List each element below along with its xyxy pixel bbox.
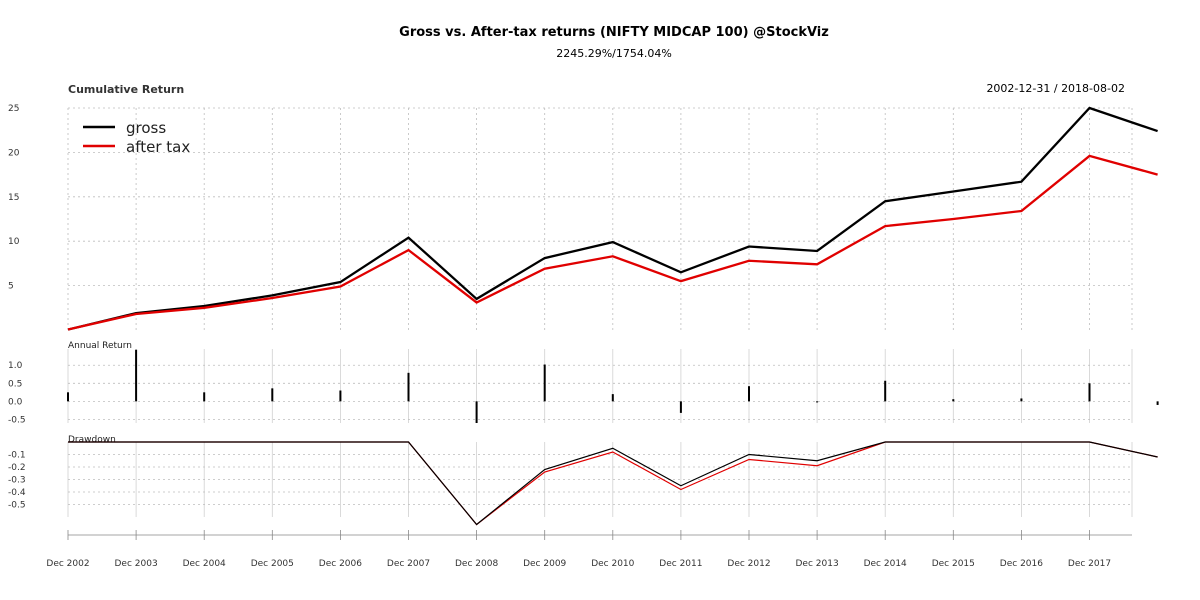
chart-title: Gross vs. After-tax returns (NIFTY MIDCA… bbox=[399, 25, 829, 40]
x-tick-label: Dec 2009 bbox=[523, 559, 566, 569]
y-tick-label: 25 bbox=[8, 104, 19, 114]
annual-return-bar bbox=[1088, 383, 1091, 402]
annual-return-bar bbox=[67, 392, 69, 402]
legend: gross after tax bbox=[83, 119, 190, 156]
annual-return-bar bbox=[884, 380, 887, 402]
axis-layer: Dec 2002 Dec 2003 Dec 2004 Dec 2005 Dec 2006… bbox=[8, 104, 1132, 569]
x-tick-label: Dec 2015 bbox=[932, 559, 975, 569]
x-tick-label: Dec 2007 bbox=[387, 559, 430, 569]
x-tick-label: Dec 2016 bbox=[1000, 559, 1043, 569]
x-tick-label: Dec 2004 bbox=[183, 559, 226, 569]
annual-return-label: Annual Return bbox=[68, 341, 132, 351]
y-tick-label: 20 bbox=[8, 148, 20, 158]
annual-return-bar bbox=[135, 349, 138, 402]
annual-return-bar bbox=[271, 388, 274, 402]
y-tick-label: 10 bbox=[8, 237, 20, 247]
mark-layer bbox=[67, 106, 1159, 526]
annual-return-bar bbox=[679, 401, 682, 413]
grid-layer bbox=[67, 107, 1133, 517]
x-tick-label: Dec 2006 bbox=[319, 559, 362, 569]
annual-return-bar bbox=[611, 394, 614, 402]
chart-subtitle: 2245.29%/1754.04% bbox=[556, 47, 672, 60]
annual-return-bar bbox=[475, 401, 478, 423]
y-tick-label: 5 bbox=[8, 282, 14, 292]
y-tick-label: 0.0 bbox=[8, 397, 23, 407]
cumulative-return-label: Cumulative Return bbox=[68, 83, 184, 96]
annual-return-bar bbox=[543, 364, 546, 402]
x-tick-label: Dec 2011 bbox=[659, 559, 702, 569]
x-tick-label: Dec 2002 bbox=[46, 559, 89, 569]
annual-return-bar bbox=[748, 386, 750, 402]
cumulative-return-line-gross bbox=[67, 106, 1158, 331]
x-tick-label: Dec 2017 bbox=[1068, 559, 1111, 569]
y-tick-label: -0.5 bbox=[8, 501, 26, 511]
legend-label-gross: gross bbox=[126, 119, 166, 137]
y-tick-label: 0.5 bbox=[8, 379, 22, 389]
x-tick-label: Dec 2008 bbox=[455, 559, 498, 569]
drawdown-line-gross bbox=[68, 441, 1158, 526]
annual-return-bar bbox=[203, 392, 206, 402]
annual-return-bar bbox=[1156, 401, 1159, 405]
x-tick-label: Dec 2013 bbox=[796, 559, 839, 569]
drawdown-label: Drawdown bbox=[68, 435, 116, 445]
y-tick-label: 1.0 bbox=[8, 361, 23, 371]
y-tick-label: -0.1 bbox=[8, 451, 26, 461]
annual-return-bar bbox=[1020, 398, 1023, 402]
annual-return-bar bbox=[339, 390, 342, 402]
annual-return-bar bbox=[816, 401, 819, 403]
annual-return-bar bbox=[952, 399, 955, 402]
y-tick-label: 15 bbox=[8, 193, 19, 203]
x-tick-label: Dec 2012 bbox=[727, 559, 770, 569]
x-tick-label: Dec 2003 bbox=[115, 559, 158, 569]
legend-label-after-tax: after tax bbox=[126, 138, 190, 156]
x-tick-label: Dec 2014 bbox=[864, 559, 907, 569]
y-tick-label: -0.3 bbox=[8, 476, 26, 486]
x-tick-label: Dec 2005 bbox=[251, 559, 294, 569]
y-tick-label: -0.5 bbox=[8, 415, 26, 425]
y-tick-label: -0.4 bbox=[8, 488, 26, 498]
cumulative-return-line-after-tax bbox=[67, 154, 1158, 331]
x-tick-label: Dec 2010 bbox=[591, 559, 634, 569]
annual-return-bar bbox=[407, 372, 410, 402]
date-range-label: 2002-12-31 / 2018-08-02 bbox=[986, 82, 1125, 95]
y-tick-label: -0.2 bbox=[8, 463, 26, 473]
